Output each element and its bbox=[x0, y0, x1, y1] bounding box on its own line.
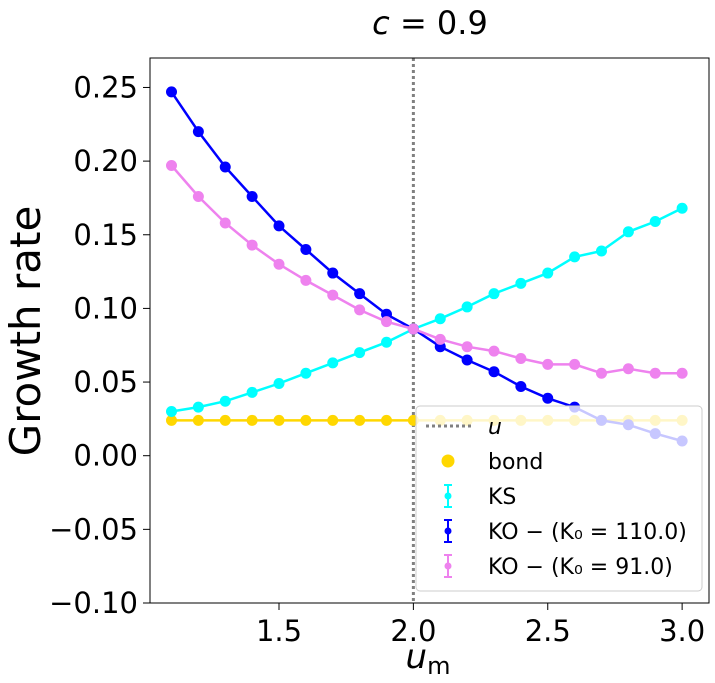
data-point-3-5 bbox=[300, 274, 312, 286]
data-point-3-11 bbox=[461, 341, 473, 353]
x-tick-label: 1.5 bbox=[256, 614, 302, 648]
y-axis-label: Growth rate bbox=[1, 206, 50, 457]
data-point-3-13 bbox=[515, 352, 527, 364]
chart-title: c = 0.9 bbox=[372, 4, 488, 42]
data-point-2-11 bbox=[461, 354, 473, 366]
y-tick-label: 0.00 bbox=[73, 439, 138, 473]
data-point-0-6 bbox=[327, 414, 339, 426]
legend-handle-marker bbox=[441, 454, 455, 468]
y-tick-label: 0.10 bbox=[73, 291, 138, 325]
data-point-3-19 bbox=[676, 367, 688, 379]
legend-entry-2: KS bbox=[444, 484, 516, 510]
data-point-3-14 bbox=[542, 358, 554, 370]
data-point-3-10 bbox=[434, 333, 446, 345]
legend-box bbox=[415, 405, 703, 592]
legend-label: KO − (K₀ = 91.0) bbox=[488, 555, 673, 580]
data-point-2-12 bbox=[488, 366, 500, 378]
data-point-1-5 bbox=[300, 367, 312, 379]
data-point-0-1 bbox=[192, 414, 204, 426]
data-point-1-8 bbox=[381, 336, 392, 348]
data-point-1-19 bbox=[676, 202, 688, 214]
data-point-1-10 bbox=[434, 313, 446, 325]
data-point-3-15 bbox=[569, 358, 581, 370]
data-point-1-0 bbox=[166, 406, 177, 418]
data-point-3-0 bbox=[166, 160, 177, 172]
data-point-2-7 bbox=[354, 288, 366, 300]
data-point-3-8 bbox=[381, 316, 392, 328]
data-point-1-3 bbox=[246, 386, 258, 398]
series-3 bbox=[166, 160, 688, 379]
data-point-2-0 bbox=[166, 86, 177, 98]
data-point-2-1 bbox=[192, 126, 204, 138]
data-point-3-17 bbox=[622, 363, 634, 375]
data-point-2-14 bbox=[542, 392, 554, 404]
legend-handle-marker bbox=[444, 492, 452, 500]
axes: 1.5 2.0 2.5 3.0 −0.10 −0.05 0.00 0.05 0.10 0.15 0.… bbox=[49, 57, 710, 648]
y-tick-label: 0.05 bbox=[73, 365, 138, 399]
y-tick-label: −0.10 bbox=[49, 586, 138, 620]
data-point-1-2 bbox=[219, 395, 231, 407]
data-point-1-11 bbox=[461, 301, 473, 313]
legend-entry-1: bond bbox=[441, 450, 543, 475]
data-point-3-3 bbox=[246, 239, 258, 251]
legend-label: KO − (K₀ = 110.0) bbox=[488, 520, 687, 545]
series-1 bbox=[166, 202, 688, 418]
data-point-1-18 bbox=[649, 216, 661, 227]
labels: c = 0.9 um Growth rate bbox=[1, 4, 488, 680]
data-point-1-16 bbox=[596, 245, 607, 257]
data-point-0-7 bbox=[354, 414, 366, 426]
data-point-0-4 bbox=[273, 414, 285, 426]
x-tick-label: 2.5 bbox=[525, 614, 571, 648]
y-tick-label: 0.25 bbox=[73, 70, 138, 104]
data-point-3-12 bbox=[488, 345, 500, 357]
x-axis-label: um bbox=[406, 637, 451, 680]
axes-frame bbox=[149, 57, 710, 604]
legend-entry-4: KO − (K₀ = 91.0) bbox=[444, 554, 673, 580]
data-point-1-12 bbox=[488, 288, 500, 300]
data-point-1-7 bbox=[354, 347, 366, 359]
data-point-0-0 bbox=[166, 414, 177, 426]
legend-entry-3: KO − (K₀ = 110.0) bbox=[444, 519, 687, 545]
y-tick-label: 0.15 bbox=[73, 218, 138, 252]
data-point-2-4 bbox=[273, 220, 285, 232]
legend-label: bond bbox=[488, 450, 543, 475]
data-point-3-6 bbox=[327, 289, 339, 301]
data-point-0-8 bbox=[381, 414, 392, 426]
data-point-2-5 bbox=[300, 243, 312, 255]
data-point-1-6 bbox=[327, 357, 339, 369]
data-point-3-2 bbox=[219, 217, 231, 229]
legend: u bond KS KO − (K₀ = 110.0) KO − (K₀ = 91.0) bbox=[415, 405, 703, 592]
data-point-2-2 bbox=[219, 161, 231, 173]
x-tick-label: 3.0 bbox=[659, 614, 705, 648]
x-tick-label: 2.0 bbox=[390, 614, 436, 648]
data-point-2-6 bbox=[327, 267, 339, 279]
data-point-1-1 bbox=[192, 401, 204, 413]
data-point-3-9 bbox=[407, 323, 419, 335]
data-point-1-4 bbox=[273, 378, 285, 390]
data-point-3-18 bbox=[649, 367, 661, 379]
data-point-3-16 bbox=[596, 367, 607, 379]
data-point-0-3 bbox=[246, 414, 258, 426]
data-point-1-13 bbox=[515, 277, 527, 289]
data-point-1-14 bbox=[542, 267, 554, 279]
legend-label: u bbox=[488, 415, 502, 440]
data-point-1-15 bbox=[569, 251, 581, 263]
legend-label: KS bbox=[488, 485, 516, 510]
data-point-3-4 bbox=[273, 258, 285, 270]
y-tick-label: −0.05 bbox=[49, 512, 138, 546]
legend-handle-marker bbox=[444, 527, 452, 535]
legend-handle-marker bbox=[444, 562, 452, 570]
y-tick-label: 0.20 bbox=[73, 144, 138, 178]
data-point-1-17 bbox=[622, 226, 634, 238]
data-point-0-5 bbox=[300, 414, 312, 426]
data-point-0-2 bbox=[219, 414, 231, 426]
legend-entry-0: u bbox=[426, 415, 502, 440]
data-point-3-7 bbox=[354, 304, 366, 316]
data-point-2-13 bbox=[515, 380, 527, 392]
data-point-2-3 bbox=[246, 190, 258, 202]
data-point-3-1 bbox=[192, 190, 204, 202]
